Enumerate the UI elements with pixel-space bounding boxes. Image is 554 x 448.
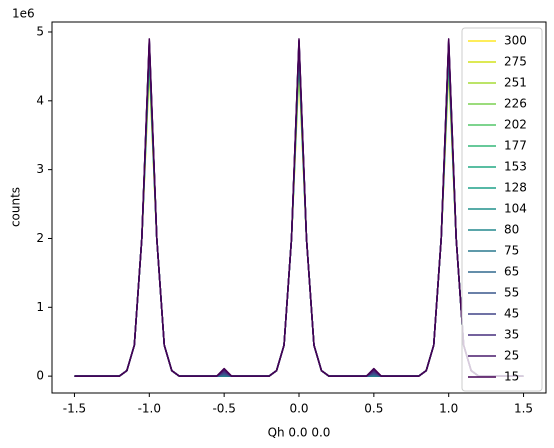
legend-label: 251 (504, 76, 527, 90)
y-axis-label: counts (9, 187, 23, 227)
legend-label: 25 (504, 349, 519, 363)
y-offset-label: 1e6 (12, 7, 35, 21)
legend-label: 80 (504, 223, 519, 237)
legend-label: 75 (504, 244, 519, 258)
legend-label: 104 (504, 202, 527, 216)
x-tick-label: 0.5 (364, 402, 383, 416)
y-tick-label: 2 (36, 231, 44, 245)
y-tick-label: 0 (36, 369, 44, 383)
legend-label: 226 (504, 97, 527, 111)
x-tick-label: 1.5 (514, 402, 533, 416)
x-tick-label: 1.0 (439, 402, 458, 416)
legend-box (461, 27, 543, 392)
x-tick-label: -0.5 (212, 402, 235, 416)
legend-label: 45 (504, 307, 519, 321)
legend-label: 153 (504, 160, 527, 174)
legend-label: 55 (504, 286, 519, 300)
legend-label: 128 (504, 181, 527, 195)
x-tick-label: -1.0 (138, 402, 161, 416)
legend-label: 35 (504, 328, 519, 342)
y-tick-label: 4 (36, 93, 44, 107)
legend-label: 202 (504, 118, 527, 132)
x-tick-label: -1.5 (63, 402, 86, 416)
x-tick-label: 0.0 (289, 402, 308, 416)
legend-label: 177 (504, 139, 527, 153)
plot-frame (51, 21, 547, 394)
y-tick-label: 3 (36, 162, 44, 176)
y-tick-label: 5 (36, 24, 44, 38)
legend-label: 300 (504, 34, 527, 48)
legend-label: 15 (504, 370, 519, 384)
legend-label: 65 (504, 265, 519, 279)
y-tick-label: 1 (36, 300, 44, 314)
legend-label: 275 (504, 55, 527, 69)
x-axis-label: Qh 0.0 0.0 (268, 426, 331, 440)
data-line (74, 38, 524, 377)
